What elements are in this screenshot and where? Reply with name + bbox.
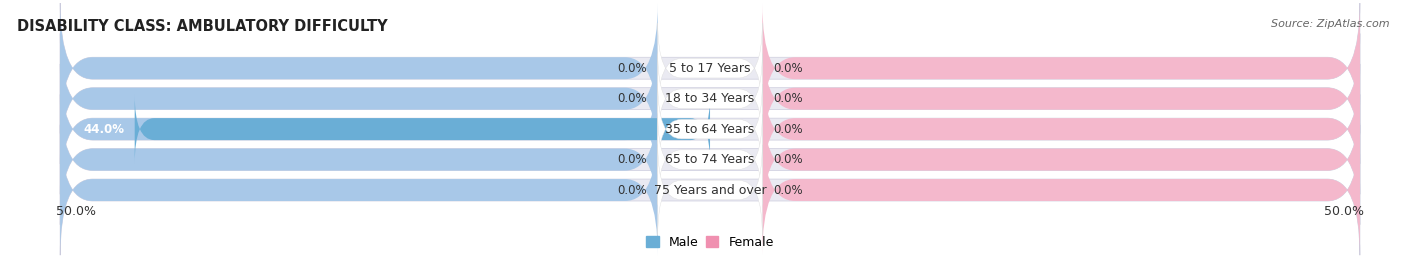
Text: 50.0%: 50.0% [1324,205,1364,218]
FancyBboxPatch shape [60,3,1360,133]
Text: Source: ZipAtlas.com: Source: ZipAtlas.com [1271,19,1389,29]
FancyBboxPatch shape [658,23,762,113]
Text: 35 to 64 Years: 35 to 64 Years [665,123,755,136]
FancyBboxPatch shape [60,64,658,194]
FancyBboxPatch shape [658,54,762,144]
FancyBboxPatch shape [60,94,1360,225]
Text: 0.0%: 0.0% [617,62,647,75]
Text: 44.0%: 44.0% [83,123,124,136]
Text: 0.0%: 0.0% [773,123,803,136]
FancyBboxPatch shape [658,145,762,235]
Text: DISABILITY CLASS: AMBULATORY DIFFICULTY: DISABILITY CLASS: AMBULATORY DIFFICULTY [17,19,388,34]
FancyBboxPatch shape [60,34,658,164]
FancyBboxPatch shape [762,125,1360,255]
Text: 18 to 34 Years: 18 to 34 Years [665,92,755,105]
FancyBboxPatch shape [762,64,1360,194]
FancyBboxPatch shape [135,94,710,164]
Text: 0.0%: 0.0% [773,153,803,166]
FancyBboxPatch shape [60,34,1360,164]
FancyBboxPatch shape [762,3,1360,133]
FancyBboxPatch shape [762,94,1360,225]
Text: 75 Years and over: 75 Years and over [654,183,766,197]
FancyBboxPatch shape [762,34,1360,164]
FancyBboxPatch shape [60,125,658,255]
FancyBboxPatch shape [60,125,1360,255]
Text: 0.0%: 0.0% [773,92,803,105]
FancyBboxPatch shape [60,94,658,225]
FancyBboxPatch shape [658,84,762,174]
FancyBboxPatch shape [60,64,1360,194]
Text: 0.0%: 0.0% [617,183,647,197]
Text: 0.0%: 0.0% [773,183,803,197]
Text: 0.0%: 0.0% [617,153,647,166]
Text: 0.0%: 0.0% [617,92,647,105]
FancyBboxPatch shape [60,3,658,133]
Text: 5 to 17 Years: 5 to 17 Years [669,62,751,75]
Text: 0.0%: 0.0% [773,62,803,75]
Text: 50.0%: 50.0% [56,205,96,218]
Legend: Male, Female: Male, Female [647,236,773,249]
Text: 65 to 74 Years: 65 to 74 Years [665,153,755,166]
FancyBboxPatch shape [658,115,762,205]
